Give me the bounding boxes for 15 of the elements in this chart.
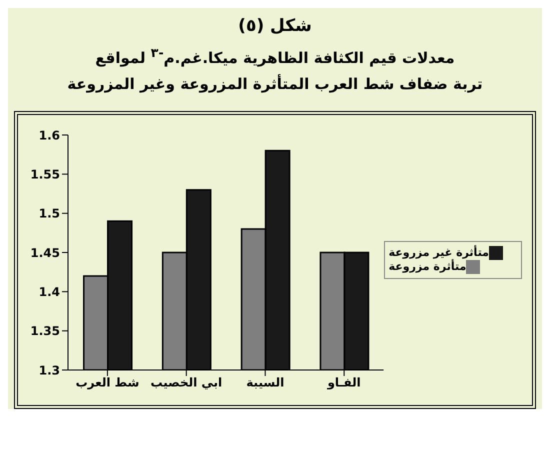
x-tick-label: ابي الخصيب bbox=[150, 376, 222, 390]
chart-title: شكل (٥) bbox=[237, 16, 313, 36]
legend-label: متأثرة غير مزروعة bbox=[388, 246, 489, 260]
y-tick-label: 1.45 bbox=[30, 246, 60, 260]
x-tick-label: شط العرب bbox=[76, 376, 140, 390]
y-tick-label: 1.5 bbox=[38, 206, 60, 221]
y-tick-label: 1.55 bbox=[30, 167, 60, 182]
y-tick-label: 1.4 bbox=[38, 284, 60, 299]
x-tick-label: الفـاو bbox=[326, 376, 361, 390]
legend-label: متأثرة مزروعة bbox=[388, 260, 466, 274]
chart-subtitle: معدلات قيم الكثافة الظاهرية ميكا.غم.م$^{-٣}$ لمواقع تربة ضفاف شط العرب المتأثرة المزروعة وغير المزروعة bbox=[66, 44, 484, 95]
y-tick-label: 1.3 bbox=[38, 363, 60, 378]
y-tick-label: 1.35 bbox=[30, 324, 60, 338]
x-tick-label: السيبة bbox=[246, 376, 284, 390]
y-tick-label: 1.6 bbox=[38, 128, 60, 142]
